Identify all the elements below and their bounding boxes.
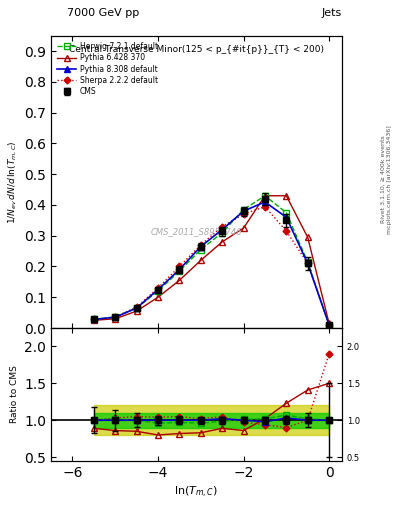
Y-axis label: Ratio to CMS: Ratio to CMS (10, 366, 19, 423)
Herwig 7.2.1 default (92, 316, 96, 323)
Pythia 6.428 370 (113, 316, 118, 322)
Line: Sherpa 2.2.2 default: Sherpa 2.2.2 default (92, 204, 332, 327)
Pythia 6.428 370 (305, 234, 310, 240)
Pythia 8.308 default (220, 226, 224, 232)
Pythia 6.428 370 (241, 225, 246, 231)
Pythia 6.428 370 (220, 239, 224, 245)
Text: Jets: Jets (321, 8, 342, 18)
Pythia 8.308 default (327, 322, 331, 328)
Sherpa 2.2.2 default (134, 304, 139, 310)
Text: 7000 GeV pp: 7000 GeV pp (67, 8, 139, 18)
Pythia 6.428 370 (134, 308, 139, 314)
Pythia 6.428 370 (156, 294, 160, 301)
Sherpa 2.2.2 default (113, 314, 118, 320)
Pythia 6.428 370 (92, 317, 96, 324)
Herwig 7.2.1 default (113, 314, 118, 320)
Pythia 8.308 default (198, 243, 203, 249)
Pythia 8.308 default (305, 260, 310, 266)
Herwig 7.2.1 default (198, 246, 203, 252)
Herwig 7.2.1 default (220, 229, 224, 236)
Text: mcplots.cern.ch [arXiv:1306.3436]: mcplots.cern.ch [arXiv:1306.3436] (387, 125, 391, 233)
Sherpa 2.2.2 default (177, 263, 182, 269)
Herwig 7.2.1 default (134, 305, 139, 311)
Text: CMS_2011_S8957746: CMS_2011_S8957746 (151, 227, 242, 236)
Pythia 8.308 default (177, 266, 182, 272)
Herwig 7.2.1 default (177, 268, 182, 274)
Herwig 7.2.1 default (327, 322, 331, 328)
Pythia 6.428 370 (284, 193, 289, 199)
Pythia 6.428 370 (177, 278, 182, 284)
Pythia 8.308 default (92, 316, 96, 323)
Pythia 6.428 370 (327, 321, 331, 327)
Sherpa 2.2.2 default (241, 211, 246, 217)
Sherpa 2.2.2 default (198, 242, 203, 248)
Sherpa 2.2.2 default (220, 223, 224, 229)
Sherpa 2.2.2 default (305, 260, 310, 266)
Text: Central Transverse Minor(125 < p_{#it{p}}_{T} < 200): Central Transverse Minor(125 < p_{#it{p}… (69, 45, 324, 54)
Legend: Herwig 7.2.1 default, Pythia 6.428 370, Pythia 8.308 default, Sherpa 2.2.2 defau: Herwig 7.2.1 default, Pythia 6.428 370, … (55, 39, 160, 98)
Line: Herwig 7.2.1 default: Herwig 7.2.1 default (91, 193, 332, 328)
Pythia 6.428 370 (198, 257, 203, 263)
Y-axis label: $1/N_{ev}\,dN/d\,\ln(T_{m,C})$: $1/N_{ev}\,dN/d\,\ln(T_{m,C})$ (7, 140, 19, 224)
Pythia 8.308 default (241, 208, 246, 214)
Pythia 8.308 default (113, 314, 118, 321)
Pythia 8.308 default (263, 199, 267, 205)
Sherpa 2.2.2 default (327, 322, 331, 328)
X-axis label: $\ln(T_{m,C})$: $\ln(T_{m,C})$ (174, 485, 219, 500)
Line: Pythia 8.308 default: Pythia 8.308 default (91, 199, 332, 328)
Text: Rivet 3.1.10, ≥ 400k events: Rivet 3.1.10, ≥ 400k events (381, 135, 386, 223)
Herwig 7.2.1 default (241, 206, 246, 212)
Sherpa 2.2.2 default (92, 316, 96, 323)
Herwig 7.2.1 default (305, 259, 310, 265)
Pythia 8.308 default (134, 305, 139, 311)
Herwig 7.2.1 default (156, 288, 160, 294)
Pythia 6.428 370 (263, 193, 267, 199)
Sherpa 2.2.2 default (263, 203, 267, 209)
Herwig 7.2.1 default (263, 193, 267, 199)
Line: Pythia 6.428 370: Pythia 6.428 370 (91, 193, 332, 326)
Pythia 8.308 default (156, 287, 160, 293)
Pythia 8.308 default (284, 214, 289, 220)
Herwig 7.2.1 default (284, 209, 289, 216)
Sherpa 2.2.2 default (284, 228, 289, 234)
Sherpa 2.2.2 default (156, 285, 160, 291)
